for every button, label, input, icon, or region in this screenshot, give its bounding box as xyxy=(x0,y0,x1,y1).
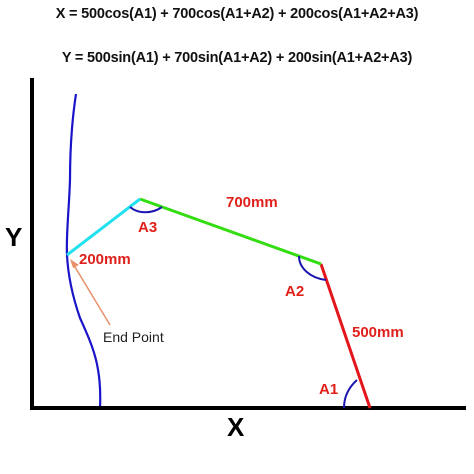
angle-arc-a2 xyxy=(298,255,327,281)
equation-x: X = 500cos(A1) + 700cos(A1+A2) + 200cos(… xyxy=(55,6,419,22)
angle-label-a2: A2 xyxy=(285,283,304,300)
link-500mm xyxy=(319,263,372,409)
end-point-arrow xyxy=(71,261,111,326)
length-label-200mm: 200mm xyxy=(79,251,131,268)
y-axis-label: Y xyxy=(5,222,22,252)
end-point-label: End Point xyxy=(103,329,164,345)
x-axis-label: X xyxy=(227,412,245,442)
equation-y: Y = 500sin(A1) + 700sin(A1+A2) + 200sin(… xyxy=(61,50,413,66)
link-700mm xyxy=(139,197,322,266)
angle-arc-a3 xyxy=(129,206,163,214)
end-point-arrowhead xyxy=(70,259,79,268)
length-label-700mm: 700mm xyxy=(226,194,278,211)
angle-label-a1: A1 xyxy=(319,381,338,398)
length-label-500mm: 500mm xyxy=(352,324,404,341)
angle-arc-a1 xyxy=(343,379,358,409)
link-200mm xyxy=(66,197,141,257)
angle-label-a3: A3 xyxy=(138,219,157,236)
